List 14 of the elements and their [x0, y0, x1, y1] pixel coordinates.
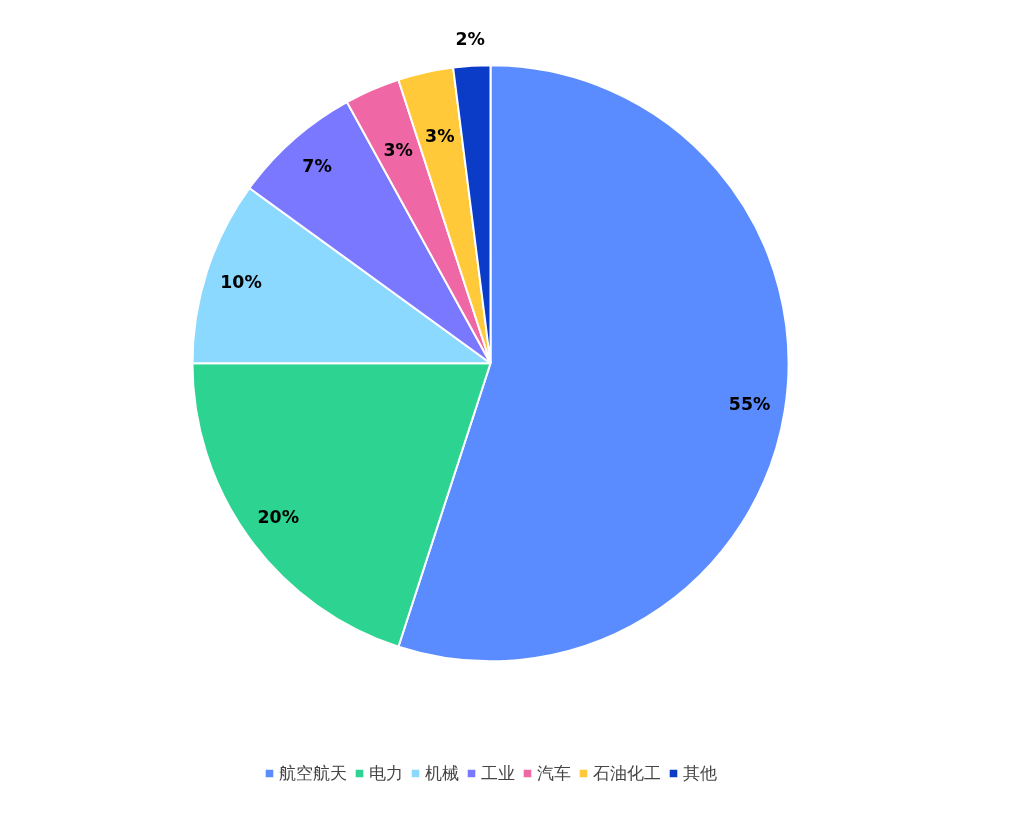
data-label: 55% [728, 394, 771, 415]
data-label: 3% [383, 139, 413, 160]
data-label: 3% [425, 126, 455, 147]
data-label: 7% [302, 156, 332, 177]
legend-label: 石油化工 [593, 762, 661, 785]
data-label: 10% [220, 272, 262, 293]
legend-label: 其他 [683, 762, 717, 785]
legend-label: 机械 [425, 762, 459, 785]
legend-label: 工业 [481, 762, 515, 785]
legend-label: 航空航天 [279, 762, 347, 785]
data-label: 2% [455, 28, 485, 49]
legend-label: 汽车 [537, 762, 571, 785]
legend-label: 电力 [369, 762, 403, 785]
data-label: 20% [257, 507, 300, 528]
